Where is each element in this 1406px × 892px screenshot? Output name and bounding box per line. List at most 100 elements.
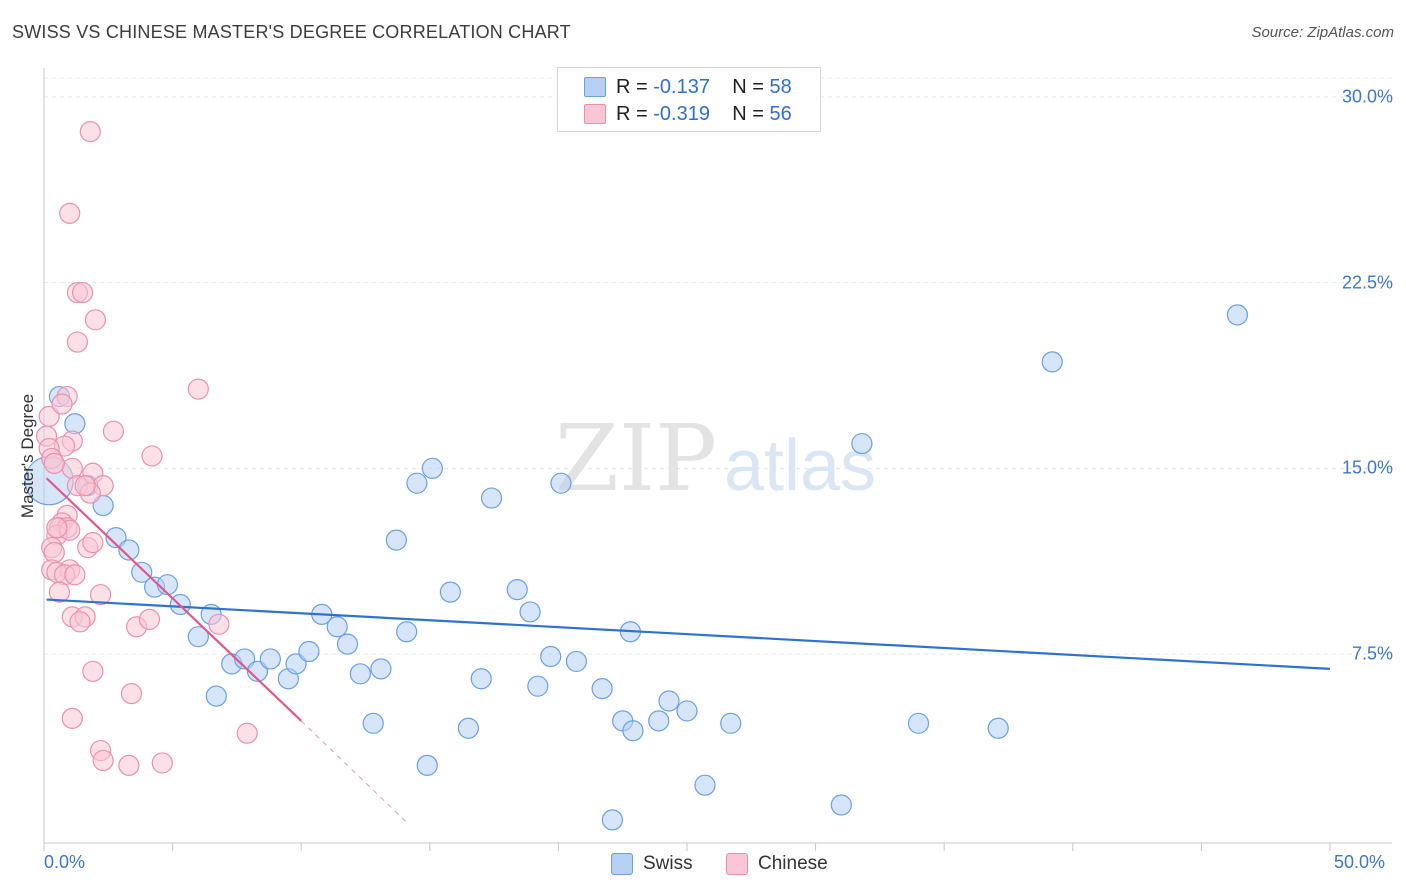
watermark-zip: ZIP	[555, 405, 717, 512]
stats-chinese-n-label: N =	[732, 102, 770, 125]
chinese-point	[64, 564, 86, 586]
chinese-point	[120, 683, 143, 705]
chinese-point	[82, 531, 104, 554]
chinese-trend-extension	[300, 720, 410, 826]
legend-chinese-label: Chinese	[758, 853, 828, 874]
chinese-point	[43, 452, 65, 474]
chinese-point	[46, 517, 68, 539]
swiss-point	[527, 675, 549, 697]
series-chinese-points	[35, 121, 258, 777]
chinese-point	[84, 309, 107, 331]
swiss-point	[676, 700, 698, 722]
stats-swiss-n-value: 58	[769, 75, 792, 98]
swiss-point	[457, 717, 479, 739]
legend-item-chinese[interactable]: Chinese	[726, 852, 828, 876]
swiss-point	[370, 658, 392, 680]
swiss-point	[416, 754, 438, 777]
swiss-point	[851, 432, 873, 455]
chinese-point	[208, 613, 230, 635]
stats-chinese-n-value: 56	[769, 102, 792, 125]
swiss-point	[694, 774, 716, 796]
swiss-point	[285, 653, 307, 675]
swiss-point	[156, 574, 179, 596]
x-tick-label-max: 50.0%	[1334, 852, 1386, 872]
swiss-point	[506, 579, 528, 601]
chinese-point	[69, 611, 91, 633]
swiss-point	[1226, 304, 1249, 326]
swiss-point	[205, 685, 227, 707]
legend-swiss-label: Swiss	[643, 853, 693, 874]
swiss-point	[396, 621, 418, 643]
chinese-point	[92, 749, 114, 772]
swiss-point	[648, 710, 670, 732]
swiss-point	[118, 539, 140, 561]
swiss-point	[470, 668, 492, 690]
stats-legend-box: R = -0.137 N = 58 R = -0.319 N = 56	[557, 67, 821, 132]
swiss-point	[362, 712, 384, 734]
legend-chinese-swatch	[726, 853, 748, 875]
legend-swiss-swatch	[611, 853, 633, 875]
swiss-point	[385, 529, 407, 551]
stats-swiss-n-label: N =	[732, 75, 770, 98]
y-tick-label: 7.5%	[1351, 643, 1393, 664]
chinese-point	[138, 608, 161, 630]
swiss-point	[565, 650, 588, 673]
swiss-point	[259, 648, 281, 670]
swiss-point	[336, 633, 359, 655]
swiss-point	[406, 472, 428, 494]
swiss-point	[830, 794, 852, 816]
chinese-point	[82, 660, 104, 682]
swiss-point	[720, 712, 742, 734]
stats-swiss-r-label: R =	[616, 75, 654, 98]
swiss-point	[421, 457, 443, 479]
chinese-point	[118, 754, 140, 777]
chinese-point	[236, 722, 258, 744]
chinese-trend-line	[45, 477, 302, 722]
series-swiss-points	[24, 304, 1249, 831]
chinese-swatch	[584, 104, 606, 124]
stats-chinese-r-value: -0.319	[653, 102, 710, 125]
swiss-point	[439, 581, 461, 603]
chinese-point	[102, 420, 125, 442]
chinese-point	[151, 752, 173, 774]
stats-swiss-r-value: -0.137	[653, 75, 710, 98]
swiss-point	[1041, 351, 1063, 373]
swiss-trend-line	[46, 598, 1331, 670]
y-tick-label: 30.0%	[1341, 86, 1393, 107]
swiss-point	[658, 690, 680, 712]
swiss-point	[601, 809, 624, 831]
x-tick-label-min: 0.0%	[44, 852, 86, 872]
watermark-atlas: atlas	[724, 426, 876, 506]
swiss-point	[64, 413, 86, 435]
swiss-point	[519, 601, 541, 623]
swiss-point	[187, 626, 209, 648]
chinese-point	[43, 541, 65, 564]
swiss-point	[540, 645, 562, 668]
chinese-point	[48, 581, 71, 603]
swiss-point	[907, 712, 930, 734]
swiss-point	[591, 678, 613, 700]
chinese-point	[51, 393, 73, 415]
swiss-point	[550, 472, 572, 494]
swiss-point	[246, 660, 269, 682]
chinese-point	[61, 707, 83, 729]
swiss-point	[480, 487, 503, 509]
chart-source: Source: ZipAtlas.com	[1251, 24, 1394, 41]
chinese-point	[141, 445, 163, 467]
chinese-point	[79, 121, 101, 143]
chinese-point	[71, 281, 94, 304]
swiss-point	[622, 720, 644, 742]
chinese-point	[66, 331, 89, 353]
y-tick-label: 22.5%	[1341, 272, 1393, 293]
chart-title: SWISS VS CHINESE MASTER'S DEGREE CORRELA…	[12, 22, 571, 42]
legend-item-swiss[interactable]: Swiss	[611, 852, 693, 876]
swiss-point	[105, 527, 127, 549]
y-tick-label: 15.0%	[1341, 457, 1393, 478]
y-axis-label: Master's Degree	[18, 393, 37, 519]
swiss-point	[298, 640, 320, 663]
chinese-point	[89, 583, 112, 606]
swiss-point	[131, 561, 153, 583]
stats-chinese-r-label: R =	[616, 102, 654, 125]
chinese-point	[59, 202, 81, 224]
